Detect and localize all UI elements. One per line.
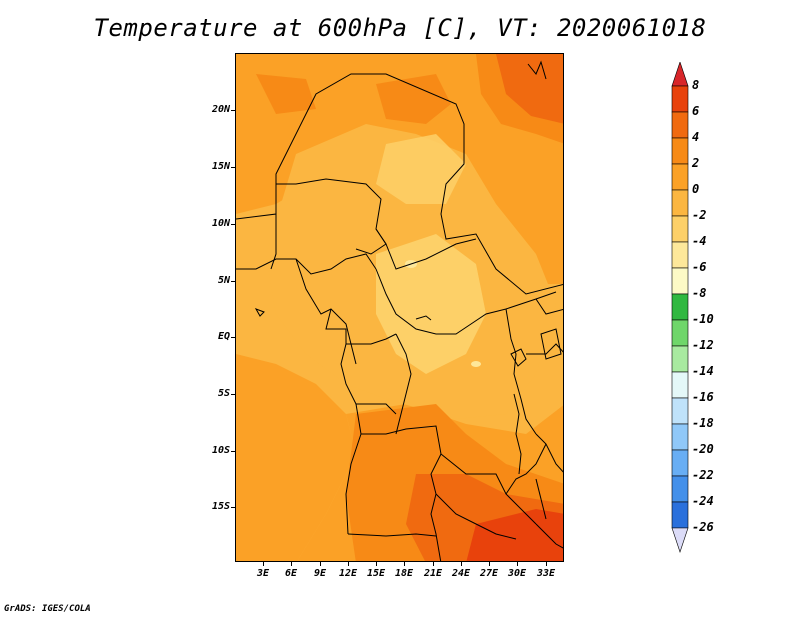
colorbar-segment xyxy=(671,423,689,451)
field-lighter-north xyxy=(376,134,466,204)
field-hottest-southeast xyxy=(466,509,563,561)
colorbar-segment xyxy=(671,501,689,529)
field-hot-north xyxy=(376,74,451,124)
colorbar-segment xyxy=(671,137,689,165)
chart-title: Temperature at 600hPa [C], VT: 202006101… xyxy=(93,14,707,42)
lon-label-27e: 27E xyxy=(479,568,499,579)
colorbar-label: 2 xyxy=(692,156,700,170)
lon-label-15e: 15E xyxy=(366,568,386,579)
lon-tick xyxy=(291,562,292,566)
country-borders xyxy=(236,73,563,561)
lat-tick xyxy=(231,451,235,452)
lon-label-30e: 30E xyxy=(507,568,527,579)
colorbar-label: -12 xyxy=(692,338,714,352)
map-canvas xyxy=(236,54,563,561)
colorbar-segment xyxy=(671,449,689,477)
lon-tick xyxy=(348,562,349,566)
colorbar-label: -20 xyxy=(692,442,714,456)
lat-label-5n: 5N xyxy=(217,275,230,286)
lat-tick xyxy=(231,167,235,168)
lat-tick xyxy=(231,394,235,395)
lon-tick xyxy=(461,562,462,566)
colorbar-label: -2 xyxy=(692,208,707,222)
temperature-map xyxy=(235,53,564,562)
colorbar-segment xyxy=(671,85,689,113)
lat-tick xyxy=(231,224,235,225)
lon-label-18e: 18E xyxy=(394,568,414,579)
colorbar-segment xyxy=(671,111,689,139)
lon-tick xyxy=(517,562,518,566)
lon-tick xyxy=(489,562,490,566)
colorbar-segment xyxy=(671,397,689,425)
colorbar-segment xyxy=(671,241,689,269)
colorbar-bottom-arrow xyxy=(671,527,689,553)
lon-label-21e: 21E xyxy=(423,568,443,579)
lon-label-9e: 9E xyxy=(313,568,327,579)
lon-tick xyxy=(433,562,434,566)
field-lightest-spot-2 xyxy=(471,361,481,367)
colorbar-label: -4 xyxy=(692,234,707,248)
colorbar-label: -18 xyxy=(692,416,714,430)
grads-credit: GrADS: IGES/COLA xyxy=(4,604,91,614)
colorbar-label: -22 xyxy=(692,468,714,482)
lat-tick xyxy=(231,110,235,111)
colorbar xyxy=(671,62,689,553)
colorbar-segment xyxy=(671,371,689,399)
colorbar-label: -10 xyxy=(692,312,714,326)
lon-tick xyxy=(320,562,321,566)
lat-label-10n: 10N xyxy=(211,218,230,229)
colorbar-segment xyxy=(671,215,689,243)
field-warm-north xyxy=(236,54,563,284)
lakes xyxy=(254,60,562,520)
colorbar-label: -6 xyxy=(692,260,707,274)
colorbar-segment xyxy=(671,163,689,191)
lon-tick xyxy=(376,562,377,566)
colorbar-label: 6 xyxy=(692,104,700,118)
colorbar-label: 8 xyxy=(692,78,700,92)
colorbar-segment xyxy=(671,475,689,503)
colorbar-label: -26 xyxy=(692,520,714,534)
lat-tick xyxy=(231,281,235,282)
lon-label-3e: 3E xyxy=(256,568,270,579)
colorbar-label: -24 xyxy=(692,494,714,508)
field-lighter-patch xyxy=(376,234,486,374)
lat-label-20n: 20N xyxy=(211,104,230,115)
colorbar-top-arrow xyxy=(671,62,689,87)
colorbar-label: -8 xyxy=(692,286,707,300)
lon-label-12e: 12E xyxy=(338,568,358,579)
colorbar-segment xyxy=(671,267,689,295)
lat-tick xyxy=(231,337,235,338)
colorbar-label: 4 xyxy=(692,130,700,144)
lon-label-24e: 24E xyxy=(451,568,471,579)
colorbar-segment xyxy=(671,189,689,217)
lon-tick xyxy=(546,562,547,566)
lon-tick xyxy=(263,562,264,566)
lat-tick xyxy=(231,507,235,508)
field-warm-west xyxy=(236,354,356,561)
colorbar-label: -14 xyxy=(692,364,714,378)
colorbar-label: -16 xyxy=(692,390,714,404)
lat-label-5s: 5S xyxy=(217,388,230,399)
lon-label-6e: 6E xyxy=(284,568,298,579)
lat-label-10s: 10S xyxy=(211,445,230,456)
colorbar-label: 0 xyxy=(692,182,700,196)
colorbar-segment xyxy=(671,319,689,347)
lon-tick xyxy=(404,562,405,566)
lat-label-15n: 15N xyxy=(211,161,230,172)
lat-label-15s: 15S xyxy=(211,501,230,512)
colorbar-segment xyxy=(671,345,689,373)
field-hot-nw xyxy=(256,74,316,114)
lon-label-33e: 33E xyxy=(536,568,556,579)
colorbar-segment xyxy=(671,293,689,321)
field-hotter-northeast xyxy=(496,54,563,124)
lat-label-eq: EQ xyxy=(217,331,230,342)
